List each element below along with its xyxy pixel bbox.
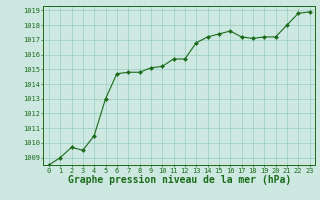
- X-axis label: Graphe pression niveau de la mer (hPa): Graphe pression niveau de la mer (hPa): [68, 175, 291, 185]
